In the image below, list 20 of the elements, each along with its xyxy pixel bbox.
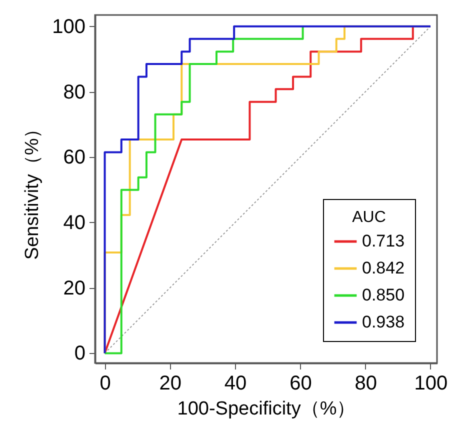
y-tick-label: 80	[63, 81, 86, 104]
y-axis-title: Sensitivity（%）	[22, 119, 44, 260]
x-axis-title: 100-Specificity（%）	[177, 398, 356, 420]
legend-label: 0.938	[362, 312, 405, 332]
line-series	[104, 25, 304, 354]
x-tick-label: 40	[224, 372, 247, 394]
y-tick-label: 20	[63, 277, 86, 300]
legend-label: 0.850	[362, 286, 405, 304]
legend-title: AUC	[352, 209, 386, 226]
x-tick-label: 20	[159, 372, 182, 394]
x-tick-label: 100	[414, 372, 448, 394]
x-tick-label: 0	[100, 372, 111, 394]
y-tick-label: 40	[63, 212, 86, 234]
x-tick-label: 80	[354, 372, 377, 394]
y-tick-label: 0	[74, 342, 86, 365]
x-tick-label: 60	[290, 372, 312, 394]
legend-label: 0.713	[362, 232, 405, 250]
legend-label: 0.842	[362, 258, 405, 278]
y-tick-label: 100	[52, 16, 86, 38]
y-tick-label: 60	[63, 146, 86, 169]
